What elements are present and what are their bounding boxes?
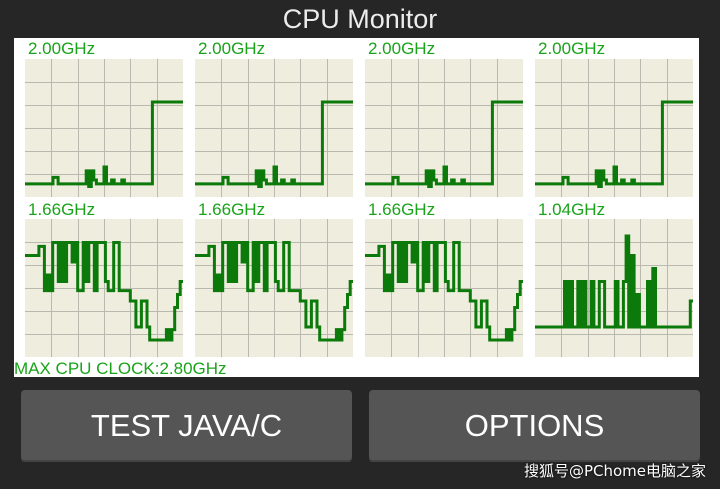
core-8-freq: 1.04GHz (538, 200, 606, 219)
core-6-freq: 1.66GHz (198, 200, 266, 219)
core-graph-svg (25, 59, 183, 197)
core-8-graph (535, 219, 693, 357)
test-java-c-button[interactable]: TEST JAVA/C (21, 390, 352, 462)
core-7-freq: 1.66GHz (368, 200, 436, 219)
core-5-graph (25, 219, 183, 357)
watermark-text: 搜狐号@PChome电脑之家 (523, 462, 706, 480)
core-graph-svg (535, 219, 693, 357)
cpu-graph-panel: 2.00GHz 2.00GHz 2.00GHz 2.00GHz 1.66GHz … (14, 38, 699, 377)
core-7-graph (365, 219, 523, 357)
core-1-graph (25, 59, 183, 197)
app-title: CPU Monitor (282, 4, 438, 34)
core-1-freq: 2.00GHz (28, 39, 96, 58)
core-4-freq: 2.00GHz (538, 39, 606, 58)
core-usage-trace (25, 100, 183, 188)
core-usage-trace (25, 241, 183, 342)
options-button[interactable]: OPTIONS (369, 390, 700, 462)
core-4-graph (535, 59, 693, 197)
core-graph-svg (365, 219, 523, 357)
core-usage-trace (365, 100, 523, 188)
core-usage-trace (365, 241, 523, 342)
core-graph-svg (365, 59, 523, 197)
core-3-graph (365, 59, 523, 197)
core-6-graph (195, 219, 353, 357)
core-graph-svg (195, 59, 353, 197)
core-2-graph (195, 59, 353, 197)
core-usage-trace (195, 100, 353, 188)
core-2-freq: 2.00GHz (198, 39, 266, 58)
core-usage-trace (195, 241, 353, 342)
core-graph-svg (195, 219, 353, 357)
core-graph-svg (535, 59, 693, 197)
core-graph-svg (25, 219, 183, 357)
core-3-freq: 2.00GHz (368, 39, 436, 58)
core-5-freq: 1.66GHz (28, 200, 96, 219)
core-usage-trace (535, 234, 693, 329)
max-cpu-clock-label: MAX CPU CLOCK:2.80GHz (14, 359, 227, 378)
core-usage-trace (535, 100, 693, 188)
